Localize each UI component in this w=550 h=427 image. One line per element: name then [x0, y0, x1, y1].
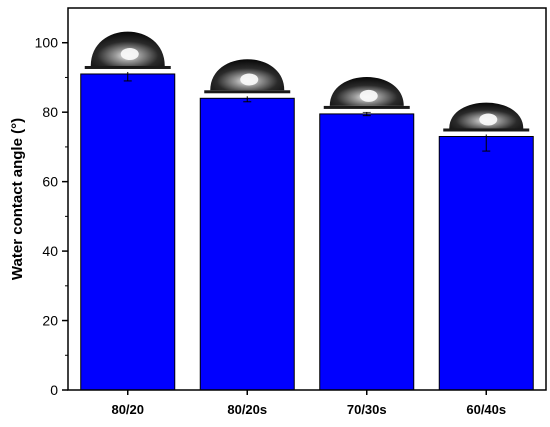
y-tick-label: 20 — [42, 313, 58, 329]
droplet-substrate — [323, 105, 410, 109]
plot-frame — [67, 7, 547, 391]
bar-80-20 — [80, 73, 176, 391]
y-tick-label: 80 — [42, 104, 58, 120]
bar-60-40s — [438, 135, 534, 391]
y-tick-label: 40 — [42, 243, 58, 259]
droplet-highlight — [120, 48, 139, 61]
droplet-substrate — [84, 65, 171, 69]
water-droplet-image — [84, 22, 171, 72]
bar-70-30s — [319, 113, 415, 391]
droplet-substrate — [204, 90, 291, 94]
water-droplet-image — [443, 94, 530, 135]
error-bars-layer — [123, 66, 491, 152]
x-tick-label: 70/30s — [347, 402, 387, 417]
y-tick-label: 60 — [42, 174, 58, 190]
droplet-highlight — [359, 89, 378, 102]
x-tick-label: 80/20 — [111, 402, 144, 417]
droplet-highlight — [240, 73, 259, 86]
error-bar — [362, 111, 371, 117]
water-droplet-image — [323, 68, 410, 112]
axes-layer: 80/20 80/20s 70/30s 60/40s 0 20 40 60 80 100 — [35, 7, 547, 417]
y-tick-label: 0 — [50, 382, 58, 398]
x-tick-label: 60/40s — [466, 402, 506, 417]
water-droplet-image — [204, 50, 291, 97]
x-tick-label: 80/20s — [227, 402, 267, 417]
y-tick-label: 100 — [35, 35, 59, 51]
y-axis-title: Water contact angle (°) — [9, 118, 26, 280]
droplet-highlight — [479, 113, 498, 126]
bar-80-20s — [199, 97, 295, 391]
droplet-substrate — [443, 128, 530, 132]
droplet-insets-layer — [84, 22, 530, 135]
